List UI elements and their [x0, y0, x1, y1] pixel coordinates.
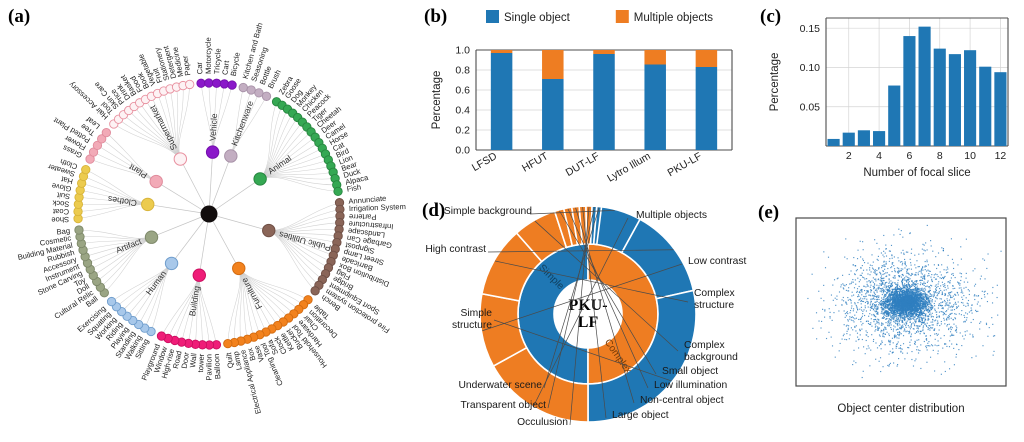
svg-text:12: 12: [995, 150, 1007, 162]
panel-d-label: (d): [422, 200, 446, 221]
svg-text:Percentage: Percentage: [431, 71, 443, 130]
svg-text:background: background: [684, 352, 738, 363]
panel-b-object-count: (b) Single object Multiple objects 0.0 0.2 0…: [424, 4, 744, 196]
svg-text:Annunciate: Annunciate: [348, 194, 387, 206]
panel-a-label: (a): [8, 6, 31, 27]
svg-text:Multiple objects: Multiple objects: [634, 12, 714, 24]
svg-text:0.0: 0.0: [455, 145, 470, 157]
svg-text:Multiple objects: Multiple objects: [636, 210, 707, 221]
svg-text:Paper: Paper: [180, 54, 192, 76]
svg-text:HFUT: HFUT: [520, 150, 551, 175]
svg-text:PKU-: PKU-: [568, 297, 607, 314]
svg-text:Vehicle: Vehicle: [208, 113, 220, 141]
panel-e-label: (e): [758, 202, 780, 223]
svg-text:Balloon: Balloon: [212, 354, 222, 380]
scatter-plot-svg: Object center distribution: [795, 217, 1007, 415]
svg-text:structure: structure: [452, 320, 492, 331]
svg-text:6: 6: [906, 150, 912, 162]
svg-text:0.4: 0.4: [455, 105, 470, 117]
svg-text:0.2: 0.2: [455, 125, 470, 137]
svg-text:Furniture: Furniture: [239, 276, 264, 311]
svg-text:Simple background: Simple background: [444, 206, 532, 217]
svg-text:Lamp: Lamp: [231, 351, 244, 371]
svg-text:Occulusion: Occulusion: [517, 417, 568, 428]
panel-c-label: (c): [760, 6, 782, 27]
svg-text:Transparent object: Transparent object: [461, 400, 547, 411]
svg-text:Infrastructure: Infrastructure: [348, 219, 393, 231]
svg-text:PKU-LF: PKU-LF: [666, 150, 704, 179]
svg-text:DUT-LF: DUT-LF: [564, 150, 602, 179]
svg-text:2: 2: [846, 150, 852, 162]
svg-text:Coat: Coat: [52, 207, 69, 216]
svg-text:Supermarket: Supermarket: [147, 103, 179, 152]
svg-text:Percentage: Percentage: [769, 53, 781, 112]
svg-text:High contrast: High contrast: [425, 244, 486, 255]
svg-text:4: 4: [876, 150, 882, 162]
svg-text:Cart: Cart: [220, 59, 231, 75]
svg-text:Lytro Illum: Lytro Illum: [605, 150, 653, 185]
svg-text:0.8: 0.8: [455, 65, 470, 77]
svg-text:Complex: Complex: [694, 288, 735, 299]
panel-d-sunburst: (d) Simple Complex PKU- LF Simple background…: [420, 196, 756, 437]
svg-text:0.6: 0.6: [455, 85, 470, 97]
svg-text:1.0: 1.0: [455, 45, 470, 57]
focal-slice-histogram-svg: 0.05 0.10 0.15 2 4 6 8 10 12 Percentage Number of …: [769, 17, 1009, 179]
svg-text:Low contrast: Low contrast: [688, 256, 747, 267]
svg-text:Road: Road: [171, 350, 184, 370]
svg-text:tower: tower: [196, 353, 206, 372]
svg-text:Bicycle: Bicycle: [229, 52, 242, 77]
panel-a-taxonomy: (a) Shoe Coat Sock Suit Glove Hat Sweater Cloth…: [0, 0, 420, 437]
svg-text:Quilt: Quilt: [224, 351, 235, 369]
svg-text:structure: structure: [694, 300, 734, 311]
svg-text:Simple: Simple: [461, 308, 493, 319]
svg-text:Public Utilities: Public Utilities: [278, 229, 332, 253]
svg-text:Building: Building: [187, 285, 202, 317]
svg-text:Low illumination: Low illumination: [654, 380, 728, 391]
svg-text:Landscape: Landscape: [347, 226, 385, 239]
svg-text:Box: Box: [245, 347, 257, 362]
sunburst-svg: Simple Complex PKU-LF Simple background High…: [425, 205, 747, 428]
svg-text:Parterre: Parterre: [349, 212, 377, 221]
svg-text:Kitchenware: Kitchenware: [229, 99, 255, 147]
stacked-bar-chart-svg: Single object Multiple objects 0.0 0.2 0.4 0.…: [431, 10, 733, 185]
svg-text:Door: Door: [180, 351, 192, 369]
svg-text:0.10: 0.10: [800, 62, 821, 74]
svg-text:Human: Human: [144, 269, 169, 297]
svg-text:Number of focal slice: Number of focal slice: [863, 167, 970, 179]
svg-text:Tricycle: Tricycle: [212, 48, 222, 74]
svg-text:Pavilion: Pavilion: [204, 354, 213, 381]
svg-text:Hat: Hat: [59, 174, 73, 186]
svg-text:Bag: Bag: [56, 226, 71, 237]
svg-text:Small object: Small object: [662, 366, 718, 377]
svg-text:Underwater scene: Underwater scene: [458, 380, 542, 391]
svg-text:Irrigation System: Irrigation System: [349, 202, 406, 213]
svg-text:0.15: 0.15: [800, 23, 821, 35]
taxonomy-dendrogram-svg: ShoeCoatSockSuitGloveHatSweaterClothClot…: [17, 22, 406, 415]
svg-text:Sock: Sock: [52, 198, 70, 208]
svg-text:LFSD: LFSD: [470, 150, 500, 174]
svg-text:Motorcycle: Motorcycle: [204, 37, 213, 74]
svg-text:LF: LF: [578, 314, 599, 331]
svg-text:Complex: Complex: [684, 340, 725, 351]
svg-text:Fish: Fish: [346, 182, 362, 193]
svg-text:10: 10: [964, 150, 976, 162]
svg-text:Object center distribution: Object center distribution: [837, 403, 964, 415]
svg-text:Car: Car: [195, 61, 205, 74]
svg-text:0.05: 0.05: [800, 101, 821, 113]
panel-b-label: (b): [424, 6, 448, 27]
svg-text:Suit: Suit: [56, 190, 71, 201]
svg-text:Clothes: Clothes: [107, 194, 137, 208]
svg-text:Single object: Single object: [504, 12, 571, 24]
svg-text:Glove: Glove: [51, 181, 72, 193]
svg-text:Large object: Large object: [612, 410, 669, 421]
panel-e-object-center: (e) Object center distribution: [756, 196, 1024, 437]
svg-text:Shoe: Shoe: [51, 215, 69, 225]
panel-c-focal-slices: (c) 0.05 0.10 0.15 2 4 6 8 10 12 Percentage Number…: [752, 4, 1024, 196]
svg-text:8: 8: [937, 150, 943, 162]
svg-text:Wall: Wall: [188, 352, 198, 368]
svg-text:Non-central object: Non-central object: [640, 395, 724, 406]
